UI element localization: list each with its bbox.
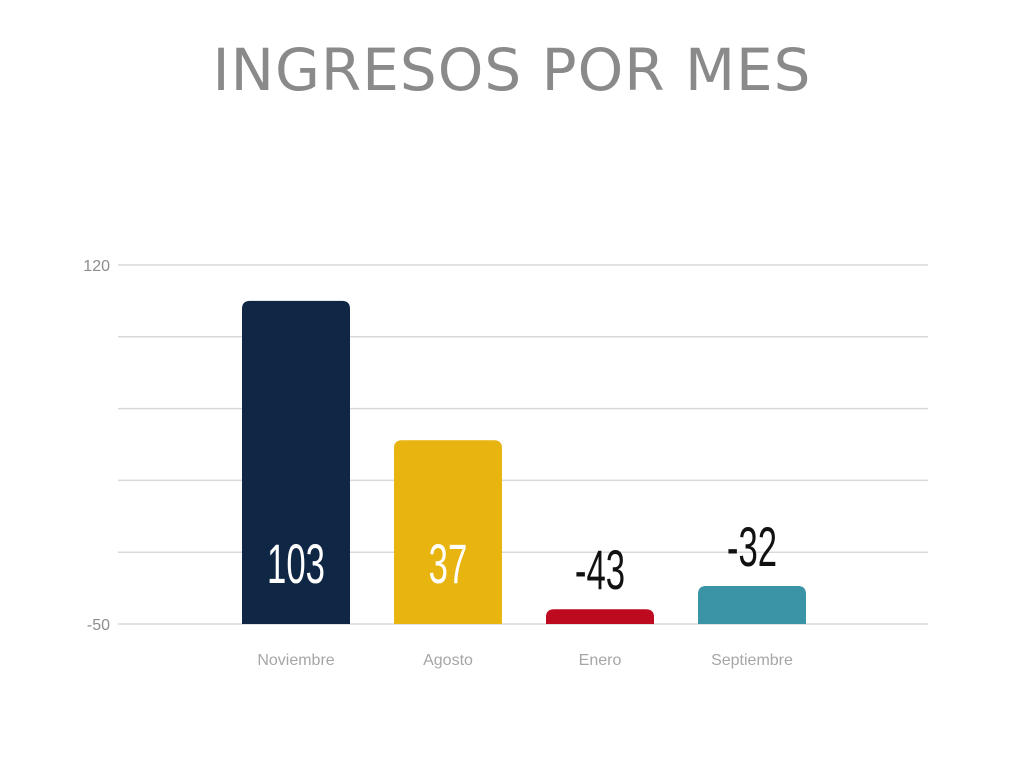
y-tick-label: -50 — [87, 617, 110, 634]
bar — [546, 609, 654, 624]
y-tick-label: 120 — [83, 258, 110, 275]
data-label: -43 — [575, 539, 625, 602]
x-tick-label: Agosto — [423, 652, 473, 669]
bar — [394, 440, 502, 624]
x-tick-label: Septiembre — [711, 652, 793, 669]
x-tick-label: Noviembre — [257, 652, 334, 669]
data-label: 37 — [429, 533, 468, 596]
data-label: -32 — [727, 516, 777, 579]
bar — [698, 585, 806, 624]
chart-title: INGRESOS POR MES — [212, 36, 812, 104]
data-label: 103 — [267, 533, 325, 596]
bar — [242, 300, 350, 624]
x-tick-label: Enero — [579, 652, 622, 669]
